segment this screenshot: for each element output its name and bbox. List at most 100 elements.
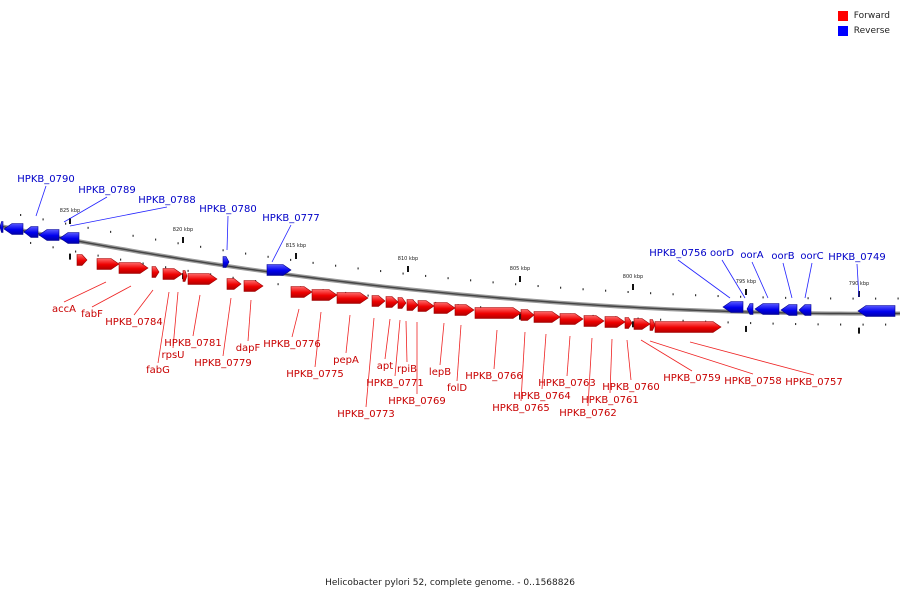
minor-tick [75, 250, 77, 253]
minor-tick [222, 249, 224, 252]
forward-connector [247, 299, 252, 342]
major-tick [632, 284, 634, 290]
gene-label-forward: HPKB_0760 [602, 382, 659, 393]
forward-connector [394, 319, 401, 377]
gene-arrow [397, 297, 407, 309]
minor-tick [627, 290, 629, 293]
legend-reverse-label: Reverse [853, 25, 890, 36]
gene-arrow [583, 315, 605, 327]
minor-tick [312, 261, 314, 264]
minor-tick [367, 294, 369, 297]
minor-tick [582, 288, 584, 291]
gene-arrow [151, 266, 160, 278]
gene-arrow [474, 307, 522, 319]
gene-label-forward: HPKB_0761 [581, 395, 638, 406]
minor-tick [672, 293, 674, 296]
forward-connector [439, 322, 445, 366]
minor-tick [277, 283, 279, 286]
gene-label-reverse: oorA [740, 250, 763, 261]
major-tick [69, 218, 71, 224]
minor-tick [155, 238, 157, 241]
gene-arrow [96, 258, 120, 270]
gene-label-forward: HPKB_0757 [785, 377, 842, 388]
label-connectors [35, 185, 860, 408]
legend-reverse: Reverse [837, 23, 890, 38]
minor-tick [740, 295, 742, 298]
gene-arrow [3, 223, 24, 235]
gene-arrow [746, 303, 754, 315]
minor-tick [875, 297, 877, 300]
gene-arrow [226, 278, 242, 290]
forward-swatch [837, 10, 848, 21]
major-tick-lower [69, 253, 71, 260]
gene-arrow [59, 232, 80, 244]
gene-label-forward: fabF [81, 309, 103, 320]
major-tick-lower [519, 313, 521, 320]
scale-label: 800 kbp [623, 274, 643, 280]
gene-arrow [406, 299, 419, 311]
minor-tick [885, 323, 887, 326]
gene-label-forward: HPKB_0764 [513, 391, 570, 402]
minor-tick [380, 270, 382, 273]
gene-label-forward: fabG [146, 365, 170, 376]
minor-tick [717, 295, 719, 298]
forward-connector [405, 320, 408, 363]
forward-connector [314, 311, 322, 368]
gene-arrow [649, 319, 656, 331]
gene-label-forward: HPKB_0763 [538, 378, 595, 389]
gene-arrow [118, 262, 149, 274]
minor-tick [132, 234, 134, 237]
gene-label-forward: HPKB_0769 [388, 396, 445, 407]
gene-arrow [780, 304, 798, 316]
forward-connector [384, 318, 391, 360]
gene-label-forward: HPKB_0776 [263, 339, 320, 350]
gene-arrow [654, 321, 722, 333]
gene-arrow [798, 304, 812, 316]
minor-tick [650, 292, 652, 295]
major-tick-lower [858, 327, 860, 334]
major-tick [295, 253, 297, 259]
gene-label-reverse: HPKB_0788 [138, 195, 195, 206]
minor-tick [515, 283, 517, 286]
minor-tick [20, 214, 22, 217]
gene-arrow [722, 301, 744, 313]
reverse-connector [804, 262, 813, 299]
gene-label-forward: lepB [429, 367, 451, 378]
minor-tick [187, 269, 189, 272]
major-tick-lower [745, 325, 747, 332]
reverse-connector [35, 185, 47, 217]
minor-tick [660, 318, 662, 321]
forward-connector [609, 338, 613, 394]
minor-tick [817, 323, 819, 326]
gene-arrow [385, 296, 399, 308]
gene-arrow [266, 264, 292, 276]
gene-label-forward: accA [52, 304, 76, 315]
reverse-connector [782, 262, 793, 299]
forward-connector [365, 317, 375, 408]
gene-arrow [0, 221, 4, 233]
minor-tick [772, 322, 774, 325]
minor-tick [165, 266, 167, 269]
minor-tick [695, 294, 697, 297]
gene-label-reverse: HPKB_0749 [828, 252, 885, 263]
forward-connector [640, 339, 693, 372]
gene-label-forward: apt [377, 361, 393, 372]
gene-label-forward: folD [447, 383, 467, 394]
gene-arrow [243, 280, 264, 292]
scale-label: 795 kbp [736, 279, 756, 285]
major-tick-lower [632, 321, 634, 328]
gene-label-forward: dapF [236, 343, 261, 354]
minor-tick [840, 323, 842, 326]
minor-tick [785, 296, 787, 299]
gene-label-reverse: oorB [771, 251, 794, 262]
scale-label: 815 kbp [286, 243, 306, 249]
scale-label: 810 kbp [398, 256, 418, 262]
gene-arrow [604, 316, 626, 328]
gene-arrow [311, 289, 338, 301]
minor-tick [42, 218, 44, 221]
minor-tick [492, 281, 494, 284]
forward-connector [541, 333, 547, 390]
minor-tick [142, 262, 144, 265]
